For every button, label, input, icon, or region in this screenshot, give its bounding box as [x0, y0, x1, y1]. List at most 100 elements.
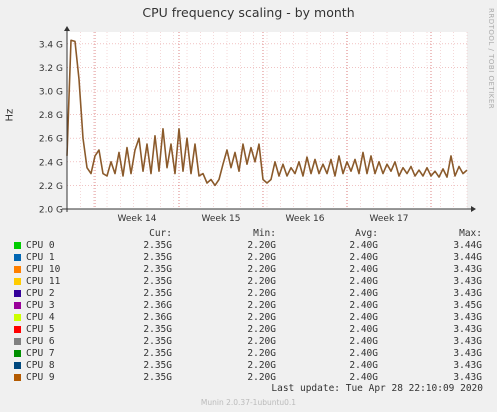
legend-swatch [14, 242, 21, 249]
x-tick-label: Week 17 [370, 214, 409, 224]
legend-min: 2.20G [247, 288, 276, 299]
legend-name: CPU 8 [26, 360, 55, 371]
legend-max: 3.43G [453, 360, 482, 371]
legend-cur: 2.36G [143, 312, 172, 323]
legend-avg: 2.40G [349, 348, 378, 359]
y-tick-label: 3.0 G [39, 88, 63, 98]
legend-min: 2.20G [247, 360, 276, 371]
legend-swatch [14, 338, 21, 345]
legend-name: CPU 11 [26, 276, 61, 287]
legend-header-cur: Cur: [149, 228, 172, 239]
series-line [66, 39, 468, 187]
legend-rows: CPU 0 2.35G 2.20G 2.40G 3.44G CPU 1 2.35G 2.20G… [10, 240, 490, 384]
legend-header-avg: Avg: [355, 228, 378, 239]
legend-header-max: Max: [459, 228, 482, 239]
legend-avg: 2.40G [349, 312, 378, 323]
legend-row: CPU 6 2.35G 2.20G 2.40G 3.43G [10, 336, 490, 348]
legend-min: 2.20G [247, 240, 276, 251]
legend-avg: 2.40G [349, 336, 378, 347]
legend-max: 3.43G [453, 324, 482, 335]
legend-cur: 2.35G [143, 348, 172, 359]
legend-max: 3.43G [453, 264, 482, 275]
x-axis-arrow [471, 206, 476, 212]
legend-max: 3.45G [453, 300, 482, 311]
legend-swatch [14, 266, 21, 273]
y-tick-label: 3.2 G [39, 64, 63, 74]
legend-min: 2.20G [247, 372, 276, 383]
legend-min: 2.20G [247, 336, 276, 347]
legend-cur: 2.35G [143, 240, 172, 251]
legend-max: 3.43G [453, 336, 482, 347]
y-axis-arrow [64, 26, 70, 31]
legend-name: CPU 2 [26, 288, 55, 299]
legend-name: CPU 4 [26, 312, 55, 323]
legend-cur: 2.36G [143, 300, 172, 311]
legend-avg: 2.40G [349, 300, 378, 311]
legend-name: CPU 7 [26, 348, 55, 359]
legend-avg: 2.40G [349, 276, 378, 287]
x-tick-label: Week 16 [286, 214, 325, 224]
legend-min: 2.20G [247, 312, 276, 323]
legend-max: 3.43G [453, 312, 482, 323]
legend-max: 3.44G [453, 252, 482, 263]
rrdtool-credit: RRDTOOL / TOBI OETIKER [487, 8, 495, 110]
legend: Cur: Min: Avg: Max: CPU 0 2.35G 2.20G 2.40G… [10, 228, 490, 384]
legend-row: CPU 3 2.36G 2.20G 2.40G 3.45G [10, 300, 490, 312]
legend-cur: 2.35G [143, 264, 172, 275]
legend-row: CPU 8 2.35G 2.20G 2.40G 3.43G [10, 360, 490, 372]
legend-cur: 2.35G [143, 252, 172, 263]
legend-min: 2.20G [247, 300, 276, 311]
y-tick-label: 2.6 G [39, 135, 63, 145]
legend-row: CPU 10 2.35G 2.20G 2.40G 3.43G [10, 264, 490, 276]
legend-name: CPU 6 [26, 336, 55, 347]
legend-cur: 2.35G [143, 372, 172, 383]
legend-swatch [14, 374, 21, 381]
legend-min: 2.20G [247, 348, 276, 359]
y-tick-labels: 2.0 G 2.2 G 2.4 G 2.6 G 2.8 G 3.0 G 3.2 G 3.4 G [39, 40, 63, 215]
legend-name: CPU 0 [26, 240, 55, 251]
y-tick-label: 2.2 G [39, 182, 63, 192]
y-tick-label: 2.8 G [39, 111, 63, 121]
legend-swatch [14, 314, 21, 321]
chart-title: CPU frequency scaling - by month [142, 5, 355, 20]
legend-max: 3.44G [453, 240, 482, 251]
legend-row: CPU 11 2.35G 2.20G 2.40G 3.43G [10, 276, 490, 288]
legend-name: CPU 10 [26, 264, 61, 275]
legend-avg: 2.40G [349, 360, 378, 371]
last-update: Last update: Tue Apr 28 22:10:09 2020 [271, 383, 483, 394]
legend-max: 3.43G [453, 288, 482, 299]
legend-row: CPU 9 2.35G 2.20G 2.40G 3.43G [10, 372, 490, 384]
legend-header-min: Min: [253, 228, 276, 239]
legend-row: CPU 4 2.36G 2.20G 2.40G 3.43G [10, 312, 490, 324]
legend-max: 3.43G [453, 276, 482, 287]
legend-avg: 2.40G [349, 288, 378, 299]
legend-cur: 2.35G [143, 336, 172, 347]
legend-swatch [14, 278, 21, 285]
legend-row: CPU 5 2.35G 2.20G 2.40G 3.43G [10, 324, 490, 336]
y-tick-label: 2.0 G [39, 206, 63, 216]
legend-header: Cur: Min: Avg: Max: [10, 228, 490, 240]
legend-swatch [14, 350, 21, 357]
x-tick-labels: Week 14 Week 15 Week 16 Week 17 [118, 214, 409, 224]
y-tick-label: 2.4 G [39, 158, 63, 168]
legend-avg: 2.40G [349, 372, 378, 383]
legend-max: 3.43G [453, 372, 482, 383]
x-tick-label: Week 15 [202, 214, 241, 224]
legend-row: CPU 0 2.35G 2.20G 2.40G 3.44G [10, 240, 490, 252]
x-tick-label: Week 14 [118, 214, 157, 224]
legend-min: 2.20G [247, 276, 276, 287]
legend-cur: 2.35G [143, 360, 172, 371]
legend-swatch [14, 302, 21, 309]
legend-min: 2.20G [247, 252, 276, 263]
legend-name: CPU 9 [26, 372, 55, 383]
legend-swatch [14, 290, 21, 297]
legend-name: CPU 5 [26, 324, 55, 335]
legend-min: 2.20G [247, 264, 276, 275]
legend-min: 2.20G [247, 324, 276, 335]
legend-max: 3.43G [453, 348, 482, 359]
y-tick-label: 3.4 G [39, 40, 63, 50]
legend-row: CPU 7 2.35G 2.20G 2.40G 3.43G [10, 348, 490, 360]
legend-row: CPU 2 2.35G 2.20G 2.40G 3.43G [10, 288, 490, 300]
legend-name: CPU 1 [26, 252, 55, 263]
munin-version: Munin 2.0.37-1ubuntu0.1 [200, 398, 297, 407]
